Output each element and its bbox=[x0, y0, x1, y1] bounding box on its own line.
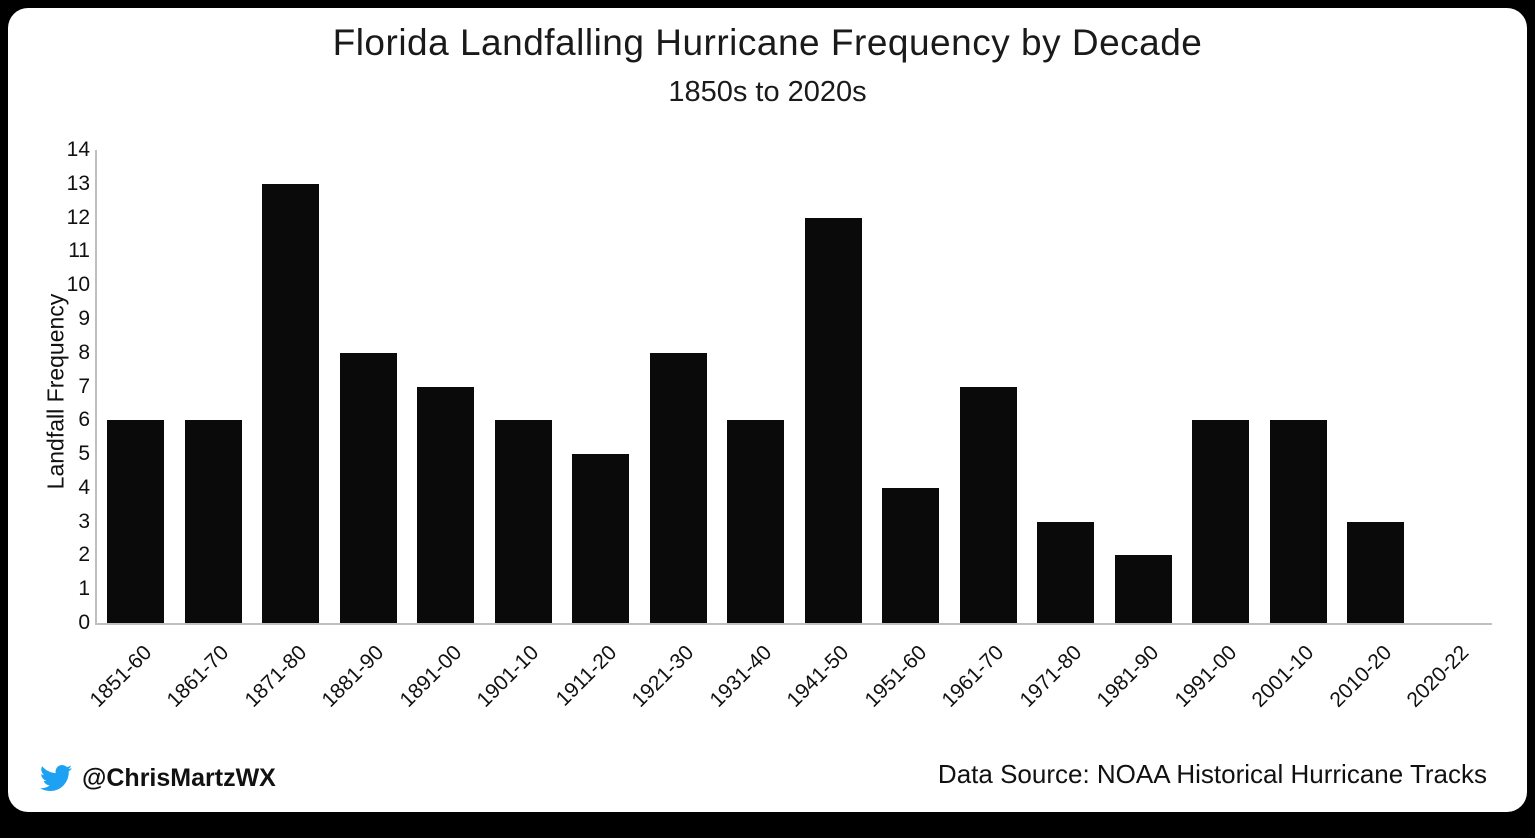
y-tick-label: 13 bbox=[66, 171, 90, 195]
y-tick-label: 10 bbox=[66, 273, 90, 297]
twitter-icon bbox=[40, 762, 72, 794]
y-tick-label: 7 bbox=[78, 374, 90, 398]
y-tick-label: 0 bbox=[78, 611, 90, 634]
bar bbox=[1114, 555, 1172, 623]
bar bbox=[339, 352, 397, 623]
data-source: Data Source: NOAA Historical Hurricane T… bbox=[937, 759, 1487, 789]
bar bbox=[262, 183, 320, 623]
bar bbox=[882, 487, 940, 623]
footer: @ChrisMartzWX Data Source: NOAA Historic… bbox=[8, 750, 1527, 794]
bar bbox=[959, 386, 1017, 623]
x-axis-labels: 1851-60 1861-70 1871-80 1881-90 1891-00 1901-… bbox=[85, 627, 1490, 747]
bar bbox=[1192, 420, 1250, 623]
chart-title: Florida Landfalling Hurricane Frequency … bbox=[332, 22, 1203, 63]
twitter-handle: @ChrisMartzWX bbox=[82, 763, 276, 792]
y-axis-ticks: 0 1 2 3 4 5 6 7 8 9 10 11 12 13 14 bbox=[46, 139, 90, 634]
bar bbox=[727, 420, 785, 623]
bar bbox=[1347, 521, 1405, 623]
y-tick-label: 6 bbox=[78, 408, 90, 432]
y-tick-label: 8 bbox=[78, 340, 90, 364]
bar bbox=[1037, 521, 1095, 623]
y-tick-label: 5 bbox=[78, 442, 90, 466]
y-tick-label: 3 bbox=[78, 509, 90, 533]
y-tick-label: 14 bbox=[66, 138, 90, 161]
y-tick-label: 11 bbox=[68, 239, 90, 263]
y-tick-label: 12 bbox=[66, 205, 90, 229]
bar bbox=[494, 420, 552, 623]
y-tick-label: 1 bbox=[78, 577, 90, 601]
bar bbox=[649, 352, 707, 623]
bar bbox=[107, 420, 165, 623]
bar bbox=[417, 386, 475, 623]
bar bbox=[572, 454, 630, 623]
chart-card: Florida Landfalling Hurricane Frequency … bbox=[8, 8, 1527, 812]
y-tick-label: 9 bbox=[78, 306, 90, 330]
y-tick-label: 2 bbox=[78, 543, 90, 567]
plot-area bbox=[95, 150, 1492, 625]
bar bbox=[184, 420, 242, 623]
bar bbox=[1269, 420, 1327, 623]
bar bbox=[804, 217, 862, 623]
y-tick-label: 4 bbox=[78, 475, 90, 499]
attribution: @ChrisMartzWX bbox=[40, 762, 276, 794]
chart-subtitle: 1850s to 2020s bbox=[668, 76, 867, 108]
